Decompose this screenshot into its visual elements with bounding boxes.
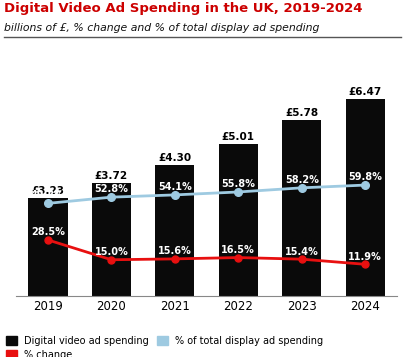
Text: £6.47: £6.47 xyxy=(349,87,382,97)
Text: 58.2%: 58.2% xyxy=(285,175,319,185)
Text: 15.6%: 15.6% xyxy=(158,246,192,256)
Text: 28.5%: 28.5% xyxy=(31,227,65,237)
Bar xyxy=(345,99,385,296)
Text: 49.2%: 49.2% xyxy=(31,190,65,200)
Text: 54.1%: 54.1% xyxy=(158,182,192,192)
Text: £3.23: £3.23 xyxy=(32,186,64,196)
Bar xyxy=(28,198,68,296)
Text: 59.8%: 59.8% xyxy=(348,172,382,182)
Legend: Digital video ad spending, % change, % of total display ad spending: Digital video ad spending, % change, % o… xyxy=(6,336,324,357)
Text: 15.4%: 15.4% xyxy=(285,247,319,257)
Text: 16.5%: 16.5% xyxy=(222,245,255,255)
Text: £4.30: £4.30 xyxy=(158,154,192,164)
Text: £5.78: £5.78 xyxy=(285,108,318,118)
Text: £3.72: £3.72 xyxy=(95,171,128,181)
Text: billions of £, % change and % of total display ad spending: billions of £, % change and % of total d… xyxy=(4,23,320,33)
Text: 15.0%: 15.0% xyxy=(94,247,128,257)
Text: 52.8%: 52.8% xyxy=(94,184,128,194)
Text: Digital Video Ad Spending in the UK, 2019-2024: Digital Video Ad Spending in the UK, 201… xyxy=(4,2,362,15)
Bar xyxy=(282,120,322,296)
Text: 11.9%: 11.9% xyxy=(348,252,382,262)
Text: £5.01: £5.01 xyxy=(222,132,255,142)
Bar xyxy=(155,165,194,296)
Bar xyxy=(219,144,258,296)
Text: 55.8%: 55.8% xyxy=(222,179,255,189)
Bar xyxy=(92,183,131,296)
